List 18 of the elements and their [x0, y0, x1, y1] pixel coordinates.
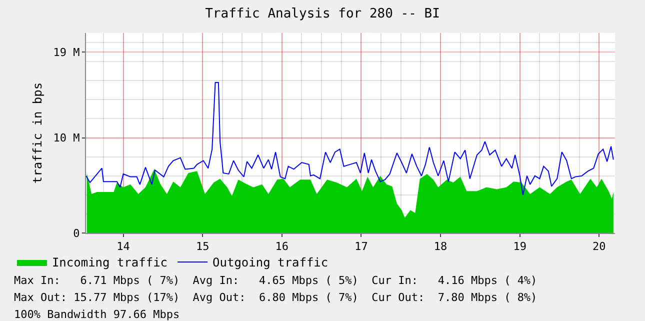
legend-label: Outgoing traffic — [212, 256, 328, 270]
y-axis-title: traffic in bps — [30, 82, 45, 184]
legend-label: Incoming traffic — [52, 256, 168, 270]
x-tick-label: 17 — [354, 240, 368, 254]
x-tick-label: 16 — [275, 240, 289, 254]
x-tick-label: 19 — [513, 240, 526, 254]
x-tick-label: 20 — [592, 240, 606, 254]
y-tick-label: 10 M — [53, 132, 80, 145]
text: Max In: 6.71 Mbps ( 7%) Avg In: 4.65 Mbps ( 5%) Cur In: 4.16 Mbps ( 4%) — [14, 274, 538, 287]
line-series — [86, 82, 614, 196]
x-tick-label: 14 — [116, 240, 130, 254]
chart-title: Traffic Analysis for 280 -- BI — [205, 6, 440, 22]
text: Max Out: 15.77 Mbps (17%) Avg Out: 6.80 Mbps ( 7%) Cur Out: 7.80 Mbps ( 8%) — [14, 291, 538, 304]
text: 100% Bandwidth 97.66 Mbps — [14, 308, 180, 321]
x-tick-label: 15 — [196, 240, 210, 254]
y-tick-label: 0 — [73, 226, 80, 240]
x-tick-label: 18 — [434, 240, 448, 254]
y-tick-label: 19 M — [53, 46, 80, 59]
